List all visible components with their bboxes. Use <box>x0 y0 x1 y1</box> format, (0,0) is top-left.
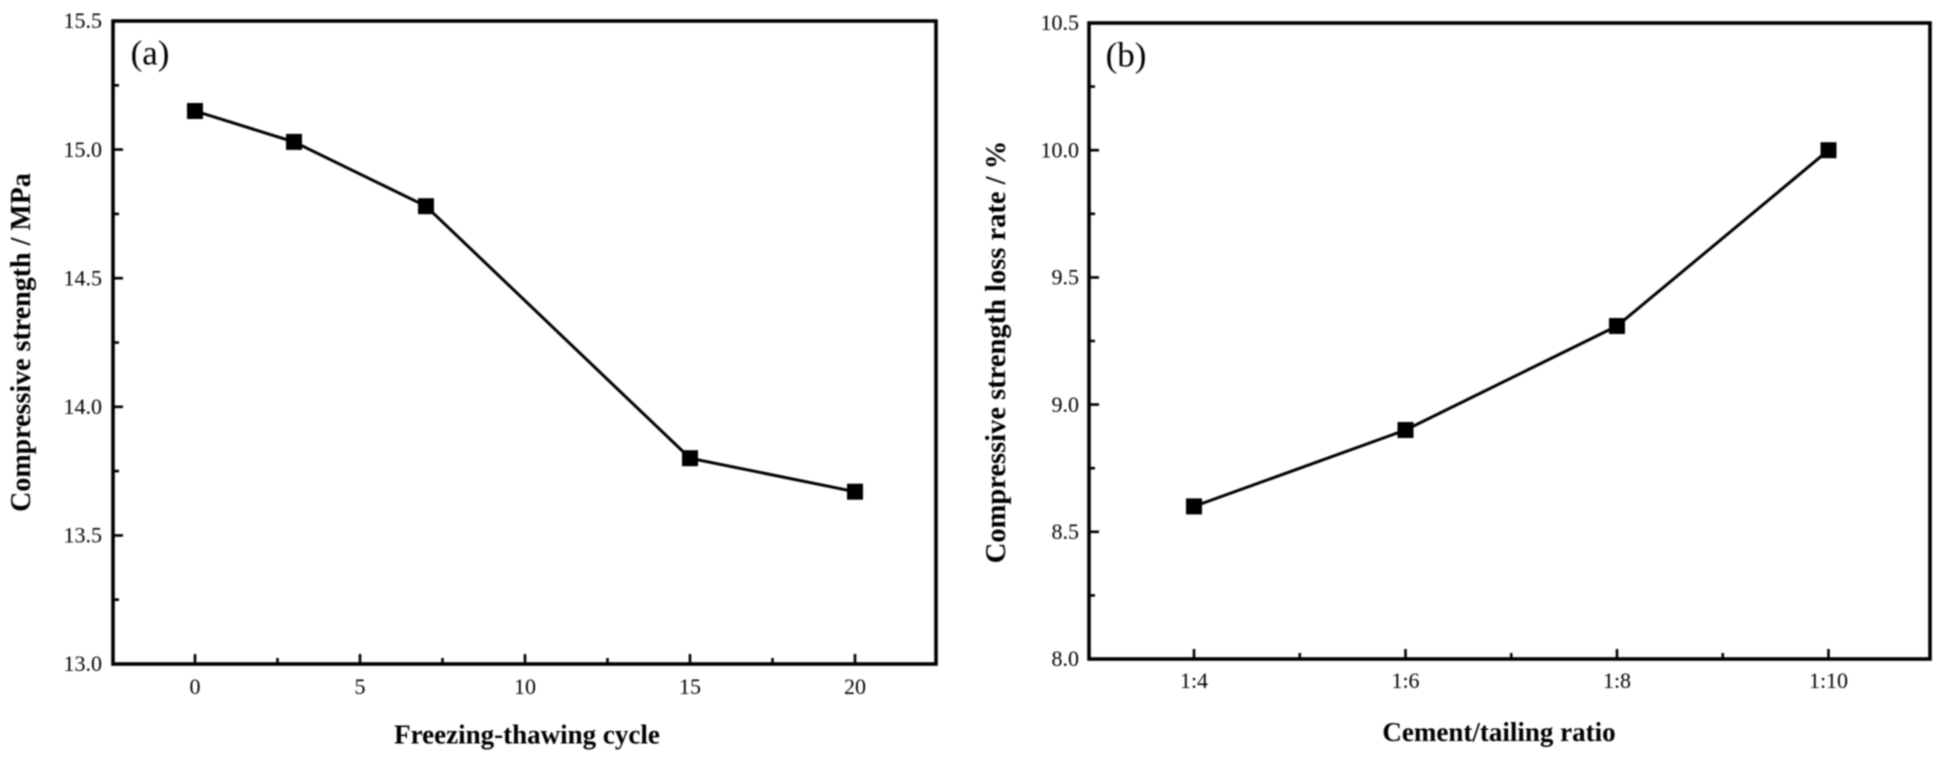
svg-text:5: 5 <box>355 674 366 699</box>
svg-text:1:4: 1:4 <box>1180 668 1208 693</box>
svg-text:10.5: 10.5 <box>1041 10 1080 35</box>
svg-text:13.5: 13.5 <box>64 523 103 548</box>
svg-text:14.5: 14.5 <box>64 265 103 290</box>
svg-text:9.0: 9.0 <box>1052 392 1080 417</box>
svg-text:13.0: 13.0 <box>64 651 103 676</box>
svg-text:1:6: 1:6 <box>1391 668 1419 693</box>
svg-text:Freezing-thawing cycle: Freezing-thawing cycle <box>394 720 660 750</box>
svg-text:9.5: 9.5 <box>1052 265 1080 290</box>
svg-text:0: 0 <box>190 674 201 699</box>
svg-text:Compressive strength loss rate: Compressive strength loss rate / % <box>981 141 1012 563</box>
svg-text:8.0: 8.0 <box>1052 646 1080 671</box>
svg-text:15.5: 15.5 <box>64 8 103 33</box>
svg-text:14.0: 14.0 <box>64 394 103 419</box>
svg-text:15: 15 <box>679 674 701 699</box>
svg-text:1:8: 1:8 <box>1603 668 1631 693</box>
svg-text:10.0: 10.0 <box>1041 137 1080 162</box>
svg-text:Cement/tailing ratio: Cement/tailing ratio <box>1382 717 1615 747</box>
svg-text:(a): (a) <box>131 34 170 73</box>
svg-text:15.0: 15.0 <box>64 137 103 162</box>
svg-text:(b): (b) <box>1106 36 1147 75</box>
svg-text:Compressive strength / MPa: Compressive strength / MPa <box>6 173 37 512</box>
svg-text:20: 20 <box>844 674 866 699</box>
svg-text:8.5: 8.5 <box>1052 519 1080 544</box>
svg-text:10: 10 <box>514 674 536 699</box>
svg-text:1:10: 1:10 <box>1809 668 1848 693</box>
